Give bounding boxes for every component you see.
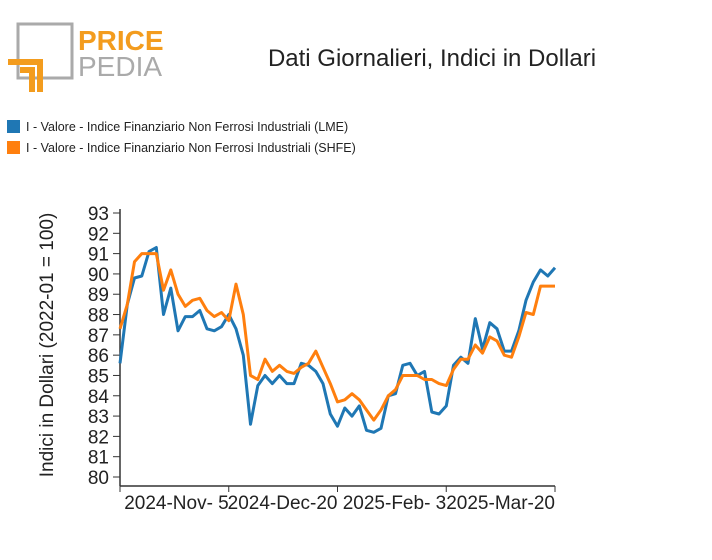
- y-tick-label: 81: [88, 448, 109, 469]
- y-tick-label: 85: [88, 366, 109, 387]
- logo-mark: [8, 59, 43, 92]
- x-tick-label: 2025-Feb- 3: [343, 493, 447, 514]
- x-tick-label: 2024-Dec-20: [228, 493, 338, 514]
- y-tick-label: 87: [88, 326, 109, 347]
- y-tick-label: 91: [88, 245, 109, 266]
- logo-frame: [16, 22, 74, 80]
- x-tick-label: 2025-Mar-20: [446, 493, 555, 514]
- y-tick-label: 83: [88, 407, 109, 428]
- series-line: [118, 246, 557, 434]
- series-line: [118, 252, 555, 422]
- y-tick-label: 89: [88, 285, 109, 306]
- y-axis-label: Indici in Dollari (2022-01 = 100): [37, 213, 58, 478]
- chart-title: Dati Giornalieri, Indici in Dollari: [268, 45, 596, 72]
- logo-text: PRICE: [78, 25, 164, 56]
- legend-label: I - Valore - Indice Finanziario Non Ferr…: [26, 141, 356, 155]
- y-tick-label: 80: [88, 468, 109, 489]
- y-tick-label: 86: [88, 346, 109, 367]
- y-tick-label: 93: [88, 204, 109, 225]
- y-tick-label: 84: [88, 387, 110, 408]
- logo: PRICE PEDIA: [8, 22, 164, 92]
- legend-swatch: [7, 120, 20, 133]
- y-tick-label: 88: [88, 306, 109, 327]
- x-tick-label: 2024-Nov- 5: [124, 493, 229, 514]
- legend-swatch: [7, 141, 20, 154]
- y-tick-label: 82: [88, 427, 109, 448]
- y-tick-label: 92: [88, 224, 109, 245]
- logo-text: PEDIA: [78, 51, 162, 82]
- legend-label: I - Valore - Indice Finanziario Non Ferr…: [26, 120, 348, 134]
- y-tick-label: 90: [88, 265, 109, 286]
